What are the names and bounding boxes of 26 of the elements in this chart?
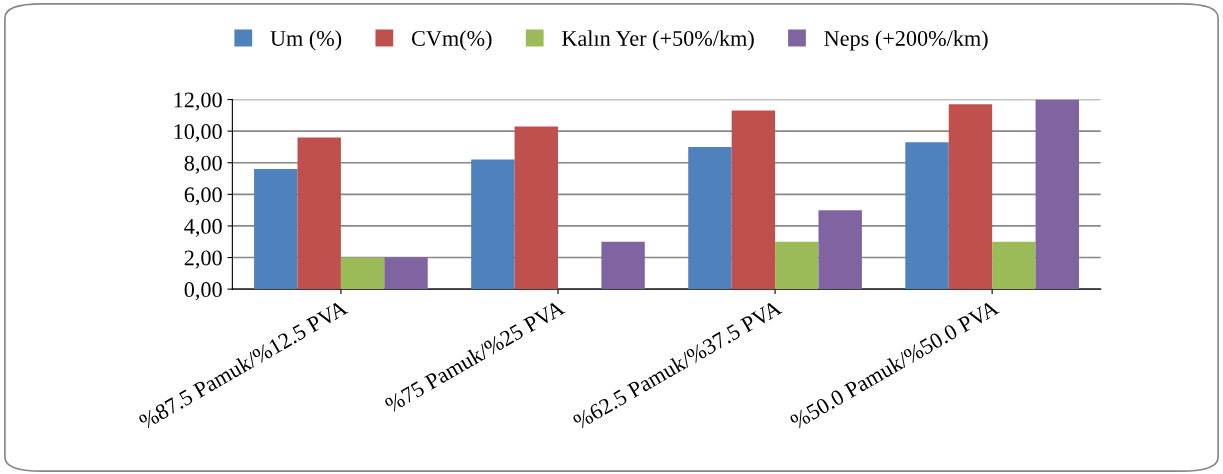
bar bbox=[948, 104, 993, 290]
legend-label: Kalın Yer (+50%/km) bbox=[562, 30, 754, 51]
bar bbox=[514, 126, 558, 290]
bar bbox=[992, 241, 1036, 290]
legend-label: Um (%) bbox=[270, 30, 342, 51]
legend-label: Neps (+200%/km) bbox=[824, 30, 988, 51]
bar bbox=[1035, 99, 1079, 290]
y-tick-label: 12,00 bbox=[174, 92, 222, 111]
bar bbox=[254, 169, 298, 290]
bar bbox=[731, 110, 776, 290]
bar bbox=[905, 142, 949, 290]
y-tick-label: 4,00 bbox=[184, 218, 222, 238]
y-tick-label: 2,00 bbox=[184, 250, 222, 269]
bar bbox=[340, 257, 385, 290]
bar bbox=[384, 257, 428, 290]
legend-label: CVm(%) bbox=[411, 30, 492, 51]
bar bbox=[775, 241, 819, 290]
bar bbox=[297, 137, 341, 290]
y-tick-label: 0,00 bbox=[184, 282, 222, 301]
bar bbox=[688, 146, 732, 290]
bar bbox=[818, 210, 862, 290]
y-tick-label: 6,00 bbox=[184, 187, 222, 206]
y-tick-label: 8,00 bbox=[184, 155, 222, 174]
bar bbox=[601, 241, 645, 290]
y-tick-label: 10,00 bbox=[174, 124, 222, 143]
bar bbox=[471, 159, 515, 290]
